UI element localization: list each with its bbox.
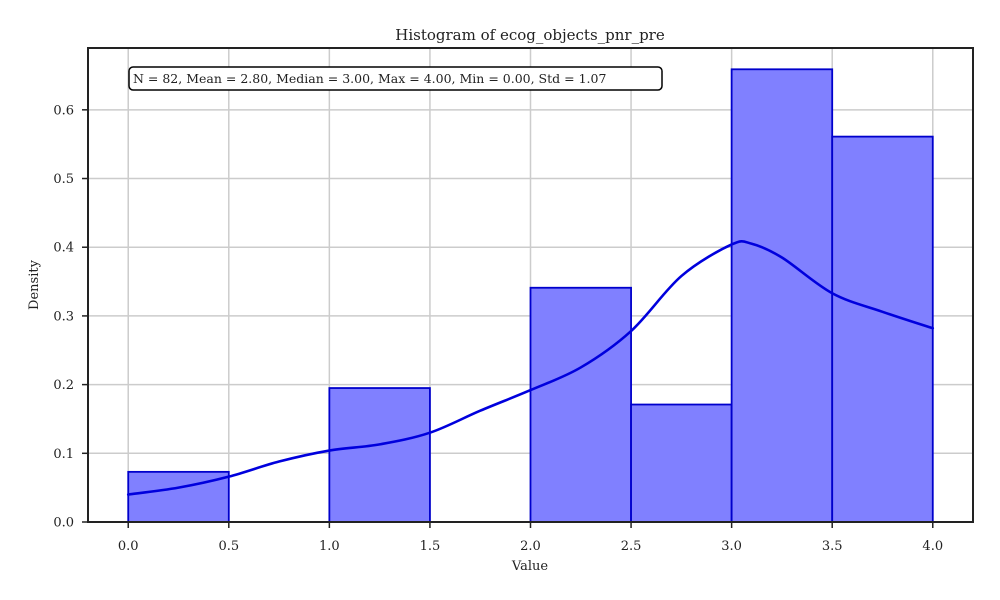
- ticks-layer: 0.0 0.5 1.0 1.5 2.0 2.5 3.0 3.5 4.0 0.0 0.1 0.2 0.3 0…: [53, 103, 943, 554]
- histogram-bar: [529, 286, 632, 523]
- histogram-bar: [630, 403, 733, 523]
- x-tick-label: 1.0: [319, 539, 340, 554]
- histogram-bar: [831, 135, 934, 523]
- x-tick-label: 1.5: [420, 539, 441, 554]
- x-tick-label: 3.5: [822, 539, 843, 554]
- x-axis-label: Value: [511, 559, 548, 574]
- bars-layer: [127, 68, 934, 523]
- kde-curve: [126, 239, 935, 496]
- x-tick-label: 3.0: [721, 539, 742, 554]
- x-tick-label: 2.5: [621, 539, 642, 554]
- y-tick-label: 0.6: [53, 103, 74, 118]
- y-tick-label: 0.3: [53, 309, 74, 324]
- stats-annotation-box: N = 82, Mean = 2.80, Median = 3.00, Max …: [128, 66, 663, 91]
- y-tick-label: 0.4: [53, 241, 74, 256]
- histogram-bar: [730, 68, 834, 523]
- x-tick-label: 4.0: [922, 539, 943, 554]
- stats-annotation-text: N = 82, Mean = 2.80, Median = 3.00, Max …: [133, 71, 606, 86]
- y-tick-label: 0.5: [53, 172, 74, 187]
- stats-box-frame: [128, 66, 663, 91]
- chart-title: Histogram of ecog_objects_pnr_pre: [395, 26, 665, 44]
- y-tick-label: 0.1: [53, 447, 74, 462]
- histogram-bar: [328, 387, 431, 523]
- kde-layer: [126, 239, 935, 496]
- y-tick-label: 0.2: [53, 378, 74, 393]
- x-tick-label: 0.5: [218, 539, 239, 554]
- x-tick-label: 2.0: [520, 539, 541, 554]
- x-tick-label: 0.0: [118, 539, 139, 554]
- y-tick-label: 0.0: [53, 516, 74, 531]
- y-axis-label: Density: [27, 259, 42, 310]
